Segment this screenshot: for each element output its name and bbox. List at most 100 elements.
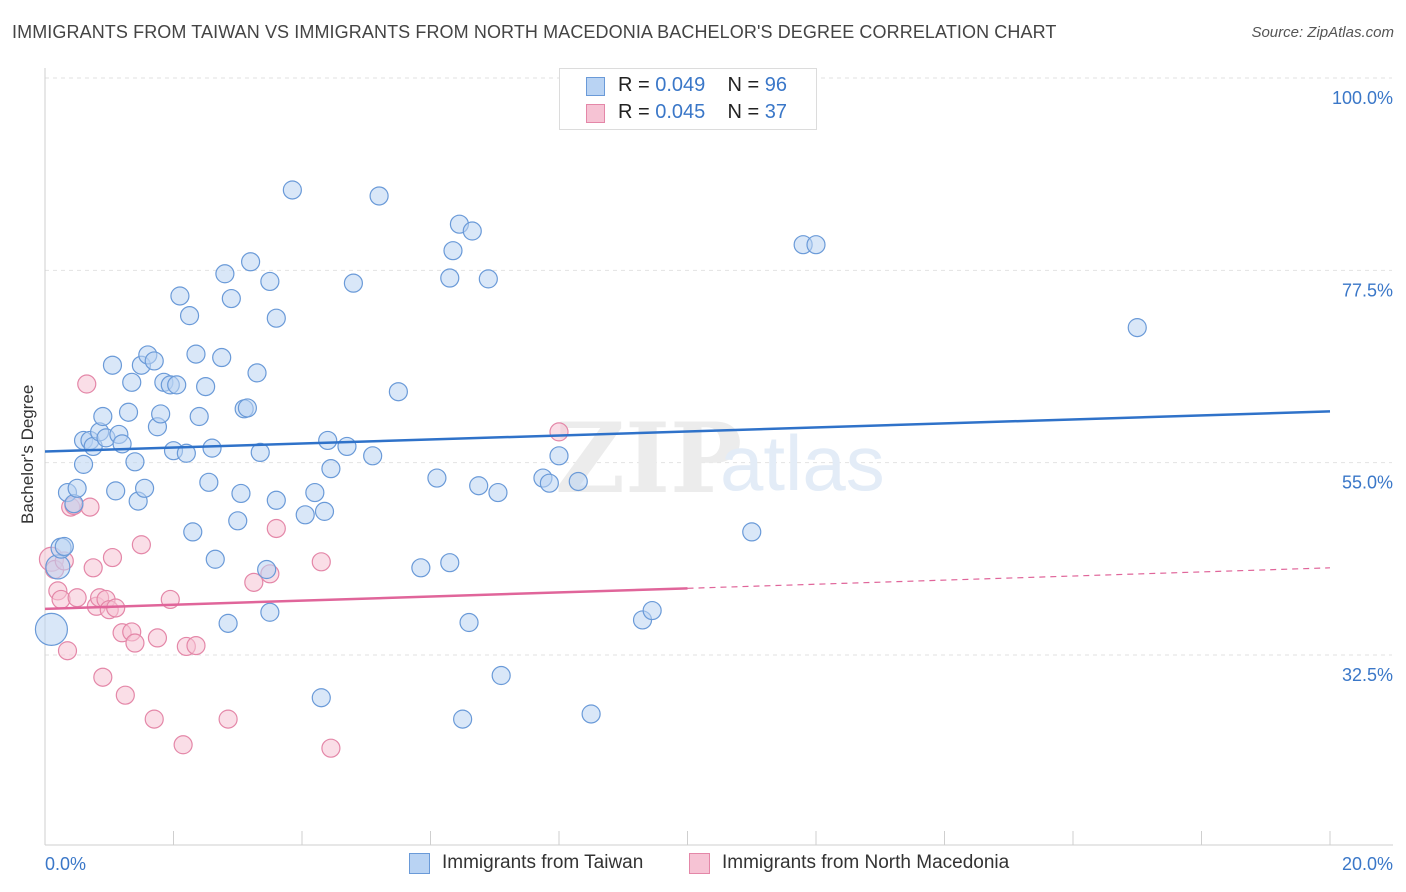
point-macedonia — [51, 589, 71, 610]
point-taiwan — [102, 355, 123, 375]
point-taiwan — [73, 454, 94, 474]
point-taiwan — [250, 442, 270, 463]
point-macedonia — [549, 422, 569, 442]
point-macedonia — [77, 374, 97, 394]
point-taiwan — [199, 472, 219, 492]
trend-line-taiwan — [44, 410, 1331, 453]
point-taiwan — [443, 241, 463, 261]
chart-title: IMMIGRANTS FROM TAIWAN VS IMMIGRANTS FRO… — [12, 22, 1057, 42]
legend-r-value: 0.045 — [655, 101, 706, 123]
point-taiwan — [106, 481, 126, 501]
point-taiwan — [469, 476, 489, 496]
point-taiwan — [427, 468, 447, 488]
x-tick-label: 20.0% — [1342, 854, 1393, 874]
point-macedonia — [218, 709, 238, 729]
point-taiwan — [170, 286, 190, 306]
point-taiwan — [151, 404, 171, 424]
point-macedonia — [80, 497, 100, 517]
point-macedonia — [102, 547, 123, 568]
source-label: Source: ZipAtlas.com — [1251, 24, 1394, 41]
point-taiwan — [247, 363, 267, 383]
y-tick-label: 77.5% — [1342, 280, 1393, 300]
point-macedonia — [67, 588, 87, 608]
legend-n-label: N = — [727, 101, 760, 123]
point-taiwan — [231, 483, 251, 504]
point-taiwan — [266, 308, 286, 328]
point-taiwan — [806, 235, 826, 255]
point-taiwan — [134, 478, 155, 498]
point-taiwan — [144, 351, 164, 371]
point-taiwan — [440, 268, 460, 288]
point-taiwan — [282, 180, 302, 200]
points-taiwan — [34, 180, 1147, 729]
point-taiwan — [318, 430, 338, 451]
legend-r-value: 0.049 — [655, 74, 706, 96]
x-tick-label: 0.0% — [45, 854, 86, 874]
point-macedonia — [131, 535, 151, 555]
point-taiwan — [295, 505, 315, 525]
point-taiwan — [221, 288, 241, 309]
point-taiwan — [411, 558, 431, 578]
point-taiwan — [539, 473, 559, 493]
point-taiwan — [459, 612, 479, 633]
point-taiwan — [311, 688, 331, 708]
point-taiwan — [440, 553, 460, 573]
point-taiwan — [742, 522, 762, 542]
legend-r-label: R = — [618, 74, 650, 96]
point-taiwan — [453, 709, 473, 729]
point-taiwan — [228, 511, 248, 531]
point-macedonia — [83, 558, 103, 578]
trend-layer — [44, 410, 1331, 611]
point-taiwan — [241, 252, 261, 272]
point-macedonia — [93, 667, 113, 687]
point-macedonia — [266, 518, 286, 539]
point-taiwan — [568, 471, 588, 492]
point-taiwan — [488, 482, 508, 503]
legend-r-label: R = — [618, 101, 650, 123]
legend-n-label: N = — [727, 74, 760, 96]
legend: R = 0.049 N = 96 R = 0.045 N = 37 — [559, 68, 817, 130]
watermark-atlas: atlas — [720, 419, 885, 507]
point-taiwan — [93, 406, 113, 427]
bottom-legend-swatch-macedonia — [689, 853, 710, 874]
point-macedonia — [311, 552, 331, 572]
y-axis-label: Bachelor's Degree — [18, 384, 37, 524]
point-taiwan — [176, 443, 196, 463]
point-macedonia — [244, 572, 264, 592]
point-taiwan — [478, 269, 498, 289]
legend-text-macedonia: R = 0.045 N = 37 — [618, 101, 787, 124]
point-taiwan — [125, 452, 145, 472]
point-taiwan — [215, 264, 235, 284]
watermark-zip: ZIP — [555, 402, 742, 515]
point-taiwan — [260, 271, 280, 292]
point-taiwan — [212, 347, 232, 368]
point-taiwan — [462, 221, 482, 241]
point-taiwan — [257, 559, 277, 580]
point-taiwan — [581, 704, 601, 724]
y-tick-label: 100.0% — [1332, 88, 1393, 108]
trend-line-macedonia-extension — [687, 567, 1331, 589]
point-taiwan — [67, 478, 87, 498]
point-taiwan — [218, 613, 238, 633]
point-macedonia — [125, 633, 145, 653]
tick-label-layer: 100.0% 77.5% 55.0% 32.5% 0.0% 20.0% — [45, 88, 1393, 874]
point-taiwan — [189, 406, 209, 427]
y-tick-label: 55.0% — [1342, 473, 1393, 493]
y-tick-label: 32.5% — [1342, 665, 1393, 685]
legend-swatch-taiwan — [586, 77, 605, 96]
legend-text-taiwan: R = 0.049 N = 96 — [618, 74, 787, 97]
axis-layer — [44, 68, 1393, 846]
point-taiwan — [388, 382, 408, 402]
point-taiwan — [343, 273, 363, 293]
point-taiwan — [321, 459, 341, 479]
point-taiwan — [237, 398, 257, 418]
point-taiwan — [196, 376, 216, 397]
point-taiwan — [205, 549, 225, 569]
point-taiwan — [54, 536, 74, 557]
point-taiwan — [305, 482, 325, 503]
point-taiwan — [369, 186, 389, 206]
point-taiwan — [34, 612, 69, 646]
point-taiwan — [167, 375, 187, 395]
legend-swatch-macedonia — [586, 104, 605, 123]
